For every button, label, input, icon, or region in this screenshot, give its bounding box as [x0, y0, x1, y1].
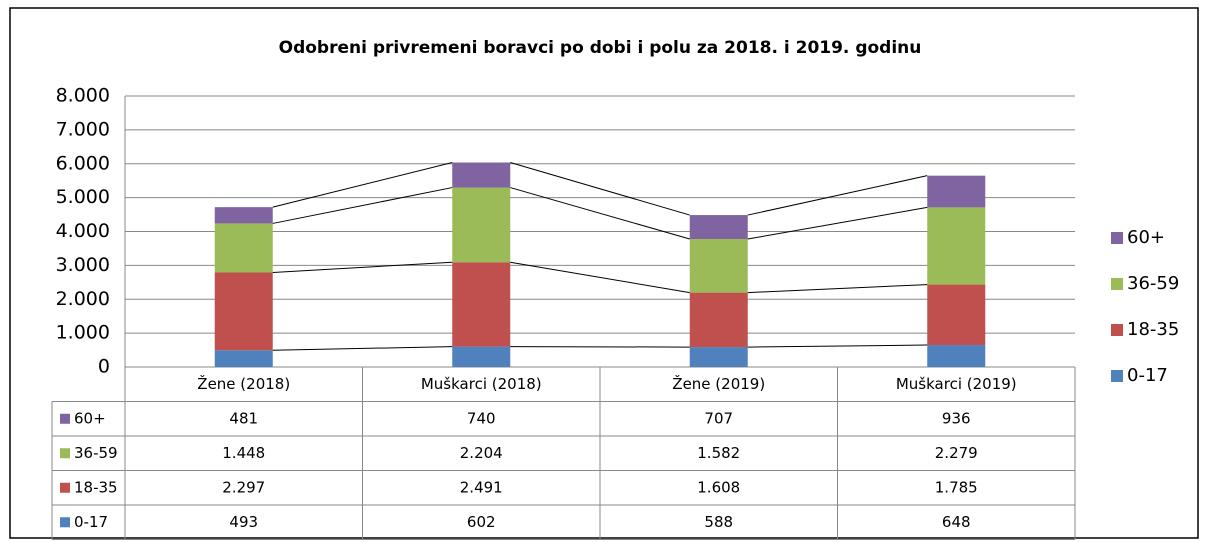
- table-cell: 1.785: [935, 478, 978, 496]
- x-tick-label: Žene (2019): [672, 374, 765, 393]
- bar-segment: [927, 207, 986, 285]
- y-tick-label: 4.000: [56, 220, 110, 242]
- table-cell: 648: [942, 513, 971, 531]
- x-tick-label: Muškarci (2018): [421, 375, 542, 393]
- series-line: [747, 344, 928, 348]
- legend-key: [1111, 324, 1123, 336]
- chart-border: [9, 7, 1199, 539]
- table-legend-key: [60, 413, 70, 424]
- table-cell: 2.491: [460, 478, 503, 496]
- bar-segment: [689, 347, 748, 367]
- series-line: [272, 162, 453, 208]
- bar-segment: [452, 262, 511, 347]
- table-cell: 493: [229, 513, 258, 531]
- table-cell: 2.204: [460, 444, 503, 462]
- table-legend-key: [60, 482, 70, 493]
- y-tick-label: 5.000: [56, 186, 110, 208]
- series-line: [510, 162, 690, 216]
- x-tick-label: Žene (2018): [197, 374, 290, 393]
- table-cell: 1.448: [222, 444, 265, 462]
- bar-segment: [927, 345, 986, 367]
- series-line: [272, 261, 453, 273]
- table-cell: 740: [467, 409, 496, 427]
- bar-segment: [452, 162, 511, 188]
- legend-label: 60+: [1127, 227, 1165, 248]
- series-line: [272, 187, 453, 224]
- x-tick-label: Muškarci (2019): [896, 375, 1017, 393]
- table-row-label: 0-17: [74, 513, 108, 531]
- y-tick-label: 7.000: [56, 118, 110, 140]
- table-row-label: 18-35: [74, 478, 118, 496]
- legend-label: 0-17: [1127, 365, 1168, 386]
- series-line: [747, 206, 928, 240]
- bar-segment: [452, 187, 511, 263]
- bar-segment: [927, 284, 986, 346]
- table-cell: 1.582: [697, 444, 740, 462]
- bar-segment: [214, 223, 273, 273]
- legend-key: [1111, 370, 1123, 382]
- chart-title: Odobreni privremeni boravci po dobi i po…: [279, 38, 922, 58]
- table-cell: 707: [704, 409, 733, 427]
- y-tick-label: 0: [98, 356, 110, 378]
- table-cell: 588: [704, 513, 733, 531]
- y-tick-label: 1.000: [56, 322, 110, 344]
- bar-segment: [689, 215, 748, 240]
- table-cell: 2.297: [222, 478, 265, 496]
- y-tick-label: 3.000: [56, 254, 110, 276]
- table-row-label: 36-59: [74, 444, 118, 462]
- table-cell: 2.279: [935, 444, 978, 462]
- bar-segment: [214, 207, 273, 224]
- y-tick-label: 2.000: [56, 288, 110, 310]
- bar-segment: [927, 175, 986, 208]
- series-line: [747, 175, 928, 216]
- bar-segment: [452, 346, 511, 367]
- table-cell: 602: [467, 513, 496, 531]
- bar-segment: [689, 239, 748, 293]
- table-cell: 936: [942, 409, 971, 427]
- legend-key: [1111, 278, 1123, 290]
- y-tick-label: 6.000: [56, 152, 110, 174]
- series-line: [510, 261, 690, 294]
- y-tick-label: 8.000: [56, 85, 110, 107]
- bar-segment: [214, 350, 273, 367]
- table-cell: 481: [229, 409, 258, 427]
- legend-label: 36-59: [1127, 273, 1179, 294]
- series-line: [272, 346, 453, 351]
- bar-segment: [689, 292, 748, 348]
- bar-segment: [214, 272, 273, 351]
- series-line: [747, 284, 928, 294]
- series-line: [510, 187, 690, 240]
- table-row-label: 60+: [74, 409, 106, 427]
- table-legend-key: [60, 448, 70, 459]
- legend-label: 18-35: [1127, 319, 1179, 340]
- table-legend-key: [60, 517, 70, 528]
- legend-key: [1111, 232, 1123, 244]
- table-cell: 1.608: [697, 478, 740, 496]
